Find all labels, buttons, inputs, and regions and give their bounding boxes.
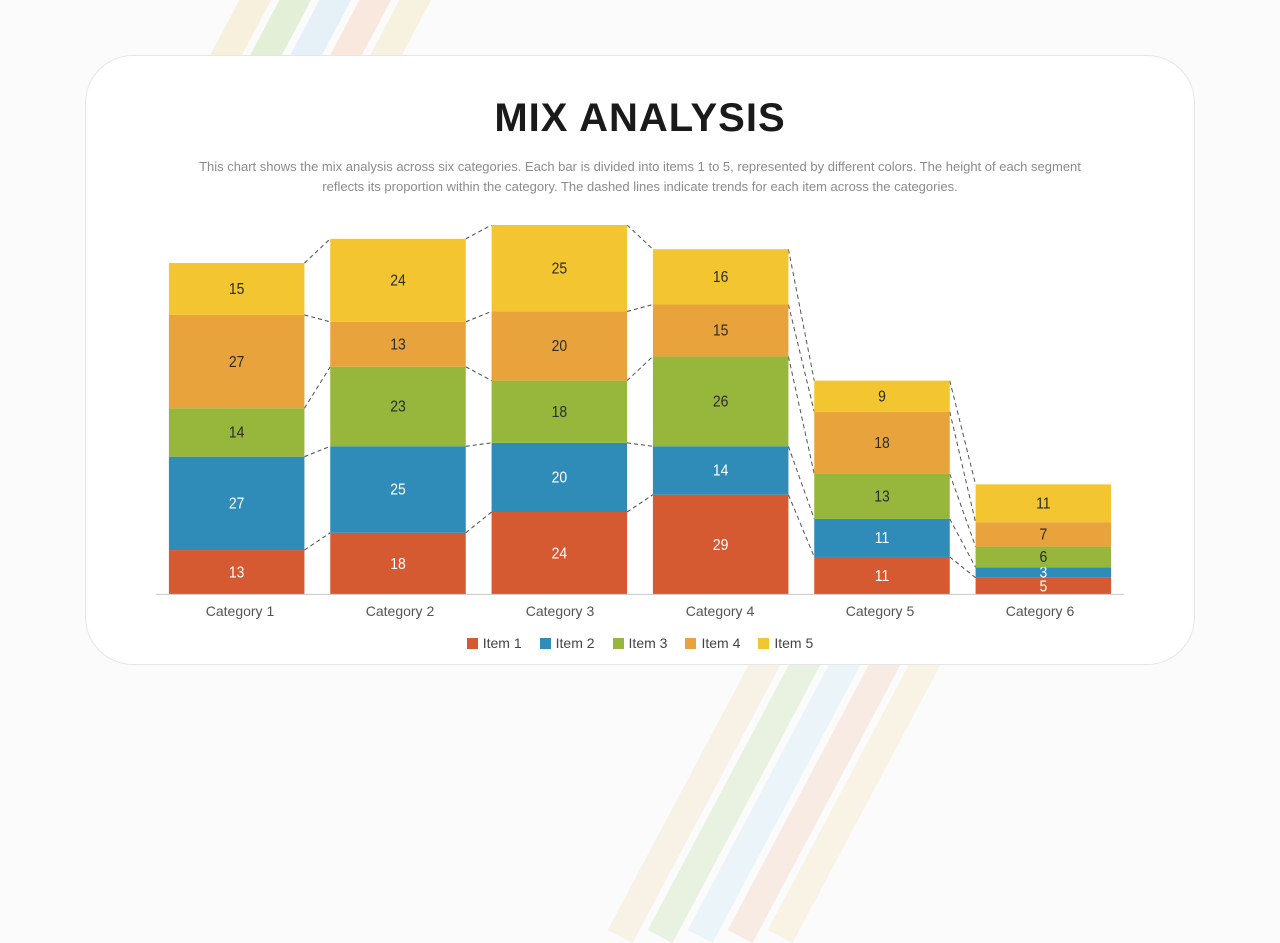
chart-subtitle: This chart shows the mix analysis across…	[180, 157, 1100, 197]
segment-value: 18	[552, 405, 568, 422]
segment-value: 25	[552, 261, 568, 278]
segment-value: 13	[390, 337, 406, 354]
segment-value: 16	[713, 270, 729, 287]
legend-swatch	[613, 638, 624, 649]
legend-label: Item 2	[556, 635, 595, 651]
legend-swatch	[467, 638, 478, 649]
segment-value: 15	[713, 323, 729, 340]
segment-value: 11	[1036, 496, 1050, 513]
legend-label: Item 4	[701, 635, 740, 651]
slide-card: MIX ANALYSIS This chart shows the mix an…	[85, 55, 1195, 665]
legend-label: Item 5	[774, 635, 813, 651]
segment-value: 15	[229, 282, 245, 299]
segment-value: 11	[875, 531, 889, 548]
segment-value: 27	[229, 354, 245, 371]
segment-value: 9	[878, 389, 886, 406]
legend-item: Item 2	[540, 635, 595, 651]
legend-label: Item 1	[483, 635, 522, 651]
segment-value: 6	[1039, 550, 1047, 567]
legend-item: Item 1	[467, 635, 522, 651]
segment-value: 3	[1039, 565, 1047, 582]
x-axis-label: Category 4	[640, 603, 800, 619]
legend-item: Item 5	[758, 635, 813, 651]
segment-value: 13	[229, 565, 245, 582]
chart-area: 13 27 14 27 15 18 25 23 13 24 24 20 18 20 25 29 14 26 15 16…	[156, 225, 1124, 595]
segment-value: 24	[552, 546, 568, 563]
segment-value: 18	[874, 436, 890, 453]
legend-swatch	[685, 638, 696, 649]
x-axis-labels: Category 1Category 2Category 3Category 4…	[156, 603, 1124, 619]
legend-swatch	[540, 638, 551, 649]
segment-value: 25	[390, 482, 406, 499]
legend-swatch	[758, 638, 769, 649]
x-axis-label: Category 1	[160, 603, 320, 619]
segment-value: 14	[229, 425, 245, 442]
legend-item: Item 3	[613, 635, 668, 651]
stacked-bar-chart: 13 27 14 27 15 18 25 23 13 24 24 20 18 20 25 29 14 26 15 16…	[156, 225, 1124, 595]
legend-label: Item 3	[629, 635, 668, 651]
segment-value: 20	[552, 470, 568, 487]
segment-value: 18	[390, 557, 406, 574]
x-axis-label: Category 2	[320, 603, 480, 619]
segment-value: 23	[390, 399, 406, 416]
x-axis-label: Category 5	[800, 603, 960, 619]
segment-value: 26	[713, 394, 729, 411]
segment-value: 20	[552, 339, 568, 356]
legend-item: Item 4	[685, 635, 740, 651]
x-axis-label: Category 3	[480, 603, 640, 619]
segment-value: 11	[875, 569, 889, 586]
segment-value: 27	[229, 496, 245, 513]
x-axis-label: Category 6	[960, 603, 1120, 619]
segment-value: 14	[713, 463, 729, 480]
segment-value: 29	[713, 538, 729, 555]
segment-value: 7	[1039, 527, 1047, 544]
segment-value: 24	[390, 273, 406, 290]
chart-title: MIX ANALYSIS	[156, 96, 1124, 141]
segment-value: 13	[874, 489, 890, 506]
chart-legend: Item 1 Item 2 Item 3 Item 4 Item 5	[156, 635, 1124, 651]
